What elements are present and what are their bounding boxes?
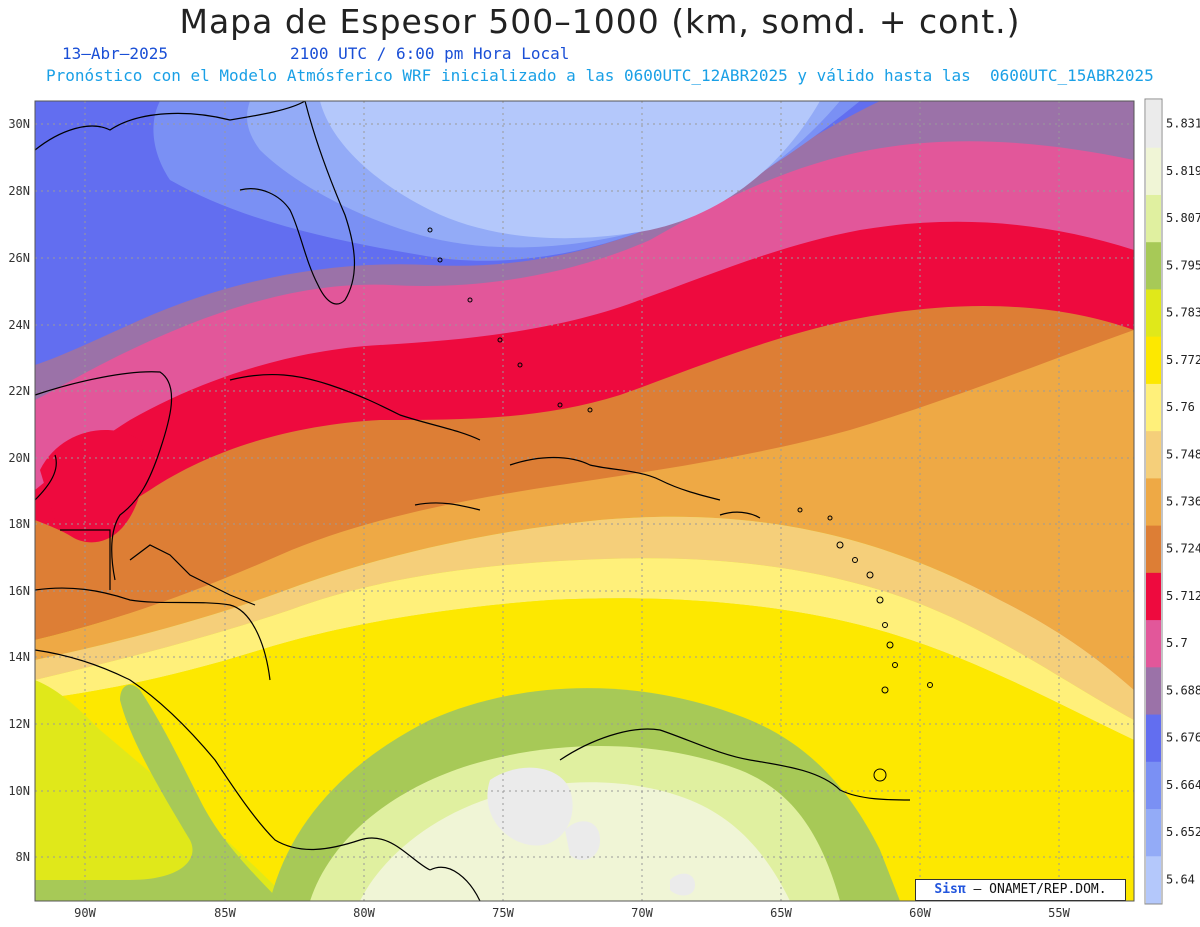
- colorbar-swatch: [1146, 288, 1161, 337]
- colorbar-swatch: [1146, 194, 1161, 243]
- colorbar-label: 5.688: [1166, 683, 1200, 697]
- lon-label: 55W: [1048, 906, 1070, 920]
- lat-label: 12N: [8, 717, 30, 731]
- lon-label: 60W: [909, 906, 931, 920]
- latitude-axis: 30N 28N 26N 24N 22N 20N 18N 16N 14N 12N …: [8, 117, 30, 864]
- brand-logo: Sisπ: [934, 882, 966, 897]
- credit-box: Sisπ – ONAMET/REP.DOM.: [915, 879, 1126, 901]
- plot-frame: [34, 100, 1135, 902]
- colorbar-label: 5.676: [1166, 731, 1200, 745]
- lat-label: 8N: [16, 850, 30, 864]
- colorbar-swatch: [1146, 619, 1161, 668]
- lat-label: 22N: [8, 384, 30, 398]
- band-5760: [35, 558, 1134, 740]
- islands: [427, 227, 933, 782]
- lon-label: 75W: [492, 906, 514, 920]
- colorbar-label: 5.7: [1166, 636, 1188, 650]
- colorbar-label: 5.819: [1166, 164, 1200, 178]
- colorbar-label: 5.736: [1166, 495, 1200, 509]
- lon-label: 80W: [353, 906, 375, 920]
- colorbar-swatch: [1146, 572, 1161, 621]
- forecast-time: 2100 UTC / 6:00 pm Hora Local: [290, 44, 570, 63]
- longitude-axis: 90W 85W 80W 75W 70W 65W 60W 55W: [74, 906, 1070, 920]
- colorbar-swatch: [1146, 241, 1161, 290]
- colorbar-frame: [1144, 98, 1163, 905]
- lon-label: 85W: [214, 906, 236, 920]
- colorbar-swatch: [1146, 714, 1161, 762]
- colorbar-label: 5.724: [1166, 542, 1200, 556]
- colorbar-label: 5.807: [1166, 211, 1200, 225]
- lat-label: 18N: [8, 517, 30, 531]
- band-5795-west: [35, 684, 280, 901]
- lon-label: 65W: [770, 906, 792, 920]
- colorbar-label: 5.795: [1166, 258, 1200, 272]
- lon-label: 70W: [631, 906, 653, 920]
- colorbar: 5.831 5.819 5.807 5.795 5.783 5.772 5.76 5.748 5…: [1144, 98, 1200, 905]
- lat-label: 26N: [8, 251, 30, 265]
- forecast-date: 13–Abr–2025: [62, 44, 168, 63]
- colorbar-swatch: [1146, 808, 1161, 857]
- band-5831: [487, 767, 573, 846]
- colorbar-swatch: [1146, 100, 1161, 148]
- lat-label: 14N: [8, 650, 30, 664]
- coastlines: [34, 100, 911, 902]
- colorbar-swatch: [1146, 855, 1161, 904]
- colorbar-label: 5.664: [1166, 778, 1200, 792]
- thickness-fill-bands: [35, 101, 1134, 901]
- lat-label: 30N: [8, 117, 30, 131]
- colorbar-label: 5.64: [1166, 872, 1195, 886]
- lat-label: 20N: [8, 451, 30, 465]
- band-5736: [35, 330, 1134, 690]
- colorbar-swatch: [1146, 147, 1161, 195]
- map-gridlines: [35, 101, 1134, 901]
- colorbar-swatch: [1146, 666, 1161, 715]
- credit-text: – ONAMET/REP.DOM.: [973, 882, 1107, 897]
- lat-label: 10N: [8, 784, 30, 798]
- colorbar-label: 5.748: [1166, 447, 1200, 461]
- colorbar-swatch: [1146, 761, 1161, 810]
- colorbar-swatch: [1146, 525, 1161, 573]
- colorbar-label: 5.76: [1166, 400, 1195, 414]
- colorbar-label: 5.772: [1166, 353, 1200, 367]
- colorbar-swatch: [1146, 383, 1161, 432]
- band-5628: [320, 101, 820, 239]
- map-title: Mapa de Espesor 500–1000 (km, somd. + co…: [179, 2, 1021, 41]
- colorbar-label: 5.712: [1166, 589, 1200, 603]
- lat-label: 24N: [8, 318, 30, 332]
- colorbar-label: 5.831: [1166, 117, 1200, 131]
- band-5748: [35, 516, 1134, 720]
- colorbar-swatch: [1146, 477, 1161, 526]
- lat-label: 28N: [8, 184, 30, 198]
- colorbar-label: 5.783: [1166, 306, 1200, 320]
- model-info-line: Pronóstico con el Modelo Atmósferico WRF…: [46, 66, 1154, 85]
- colorbar-swatch: [1146, 430, 1161, 479]
- colorbar-label: 5.652: [1166, 825, 1200, 839]
- colorbar-swatch: [1146, 336, 1161, 384]
- lon-label: 90W: [74, 906, 96, 920]
- lat-label: 16N: [8, 584, 30, 598]
